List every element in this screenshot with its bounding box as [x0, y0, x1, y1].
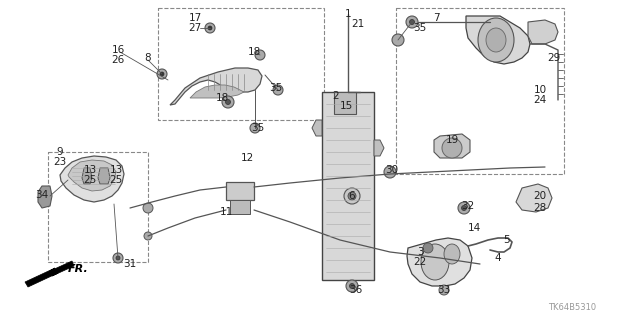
Text: 10: 10 [533, 85, 547, 95]
Ellipse shape [421, 244, 449, 280]
Bar [322, 92, 374, 280]
Text: 25: 25 [83, 175, 97, 185]
Text: 18: 18 [216, 93, 228, 103]
Text: 32: 32 [461, 201, 475, 211]
Text: 36: 36 [349, 285, 363, 295]
Text: 33: 33 [437, 285, 451, 295]
Text: 16: 16 [111, 45, 125, 55]
Polygon shape [466, 16, 530, 64]
Text: 35: 35 [252, 123, 264, 133]
Ellipse shape [439, 285, 449, 295]
Text: 24: 24 [533, 95, 547, 105]
Polygon shape [98, 168, 110, 184]
Ellipse shape [143, 203, 153, 213]
Text: 13: 13 [83, 165, 97, 175]
Polygon shape [407, 238, 472, 286]
Ellipse shape [444, 244, 460, 264]
Text: 9: 9 [57, 147, 63, 157]
Polygon shape [60, 156, 124, 202]
Text: 23: 23 [53, 157, 67, 167]
Ellipse shape [273, 85, 283, 95]
Text: 15: 15 [339, 101, 353, 111]
Text: 19: 19 [445, 135, 459, 145]
Text: 20: 20 [533, 191, 547, 201]
Ellipse shape [486, 28, 506, 52]
Polygon shape [25, 261, 74, 287]
Text: 31: 31 [124, 259, 136, 269]
Ellipse shape [208, 26, 212, 30]
Ellipse shape [157, 69, 167, 79]
Ellipse shape [113, 253, 123, 263]
Ellipse shape [205, 23, 215, 33]
Ellipse shape [116, 256, 120, 260]
Ellipse shape [392, 34, 404, 46]
Ellipse shape [160, 72, 164, 76]
Ellipse shape [255, 50, 265, 60]
Ellipse shape [225, 100, 230, 105]
Text: 4: 4 [495, 253, 501, 263]
Ellipse shape [384, 166, 396, 178]
Ellipse shape [144, 232, 152, 240]
Ellipse shape [250, 123, 260, 133]
Polygon shape [434, 134, 470, 158]
Ellipse shape [442, 138, 462, 158]
Bar [230, 200, 250, 214]
Ellipse shape [461, 205, 467, 211]
Ellipse shape [346, 280, 358, 292]
Text: 7: 7 [433, 13, 439, 23]
Text: 29: 29 [547, 53, 561, 63]
Text: 27: 27 [188, 23, 202, 33]
Text: 8: 8 [145, 53, 151, 63]
Bar [158, 8, 324, 120]
Text: FR.: FR. [68, 264, 89, 274]
Ellipse shape [348, 192, 356, 200]
Text: 18: 18 [248, 47, 260, 57]
Text: TK64B5310: TK64B5310 [548, 303, 596, 313]
Bar [334, 92, 356, 114]
Text: 14: 14 [467, 223, 481, 233]
Polygon shape [38, 186, 52, 208]
Text: 21: 21 [351, 19, 365, 29]
Polygon shape [190, 85, 244, 98]
Text: 17: 17 [188, 13, 202, 23]
Ellipse shape [410, 19, 415, 25]
Bar [48, 152, 148, 262]
Ellipse shape [222, 96, 234, 108]
Polygon shape [374, 140, 384, 156]
Text: 1: 1 [345, 9, 351, 19]
Ellipse shape [344, 188, 360, 204]
Text: 5: 5 [502, 235, 509, 245]
Polygon shape [82, 168, 92, 184]
Ellipse shape [423, 243, 433, 253]
Text: 26: 26 [111, 55, 125, 65]
Text: 6: 6 [349, 191, 355, 201]
Ellipse shape [478, 18, 514, 62]
Text: 25: 25 [109, 175, 123, 185]
Polygon shape [528, 20, 558, 44]
Text: 35: 35 [413, 23, 427, 33]
Text: 22: 22 [413, 257, 427, 267]
Text: 2: 2 [333, 91, 339, 101]
Polygon shape [312, 120, 322, 136]
Text: 28: 28 [533, 203, 547, 213]
Ellipse shape [349, 284, 355, 288]
Bar [396, 8, 564, 174]
Text: 30: 30 [385, 165, 399, 175]
Text: 11: 11 [220, 207, 232, 217]
Text: 3: 3 [417, 247, 423, 257]
Text: 12: 12 [241, 153, 253, 163]
Polygon shape [516, 184, 552, 212]
Ellipse shape [458, 202, 470, 214]
Text: 35: 35 [269, 83, 283, 93]
Text: 13: 13 [109, 165, 123, 175]
Ellipse shape [406, 16, 418, 28]
Polygon shape [170, 68, 262, 105]
Polygon shape [68, 160, 116, 191]
Text: 34: 34 [35, 190, 49, 200]
Bar [226, 182, 254, 200]
